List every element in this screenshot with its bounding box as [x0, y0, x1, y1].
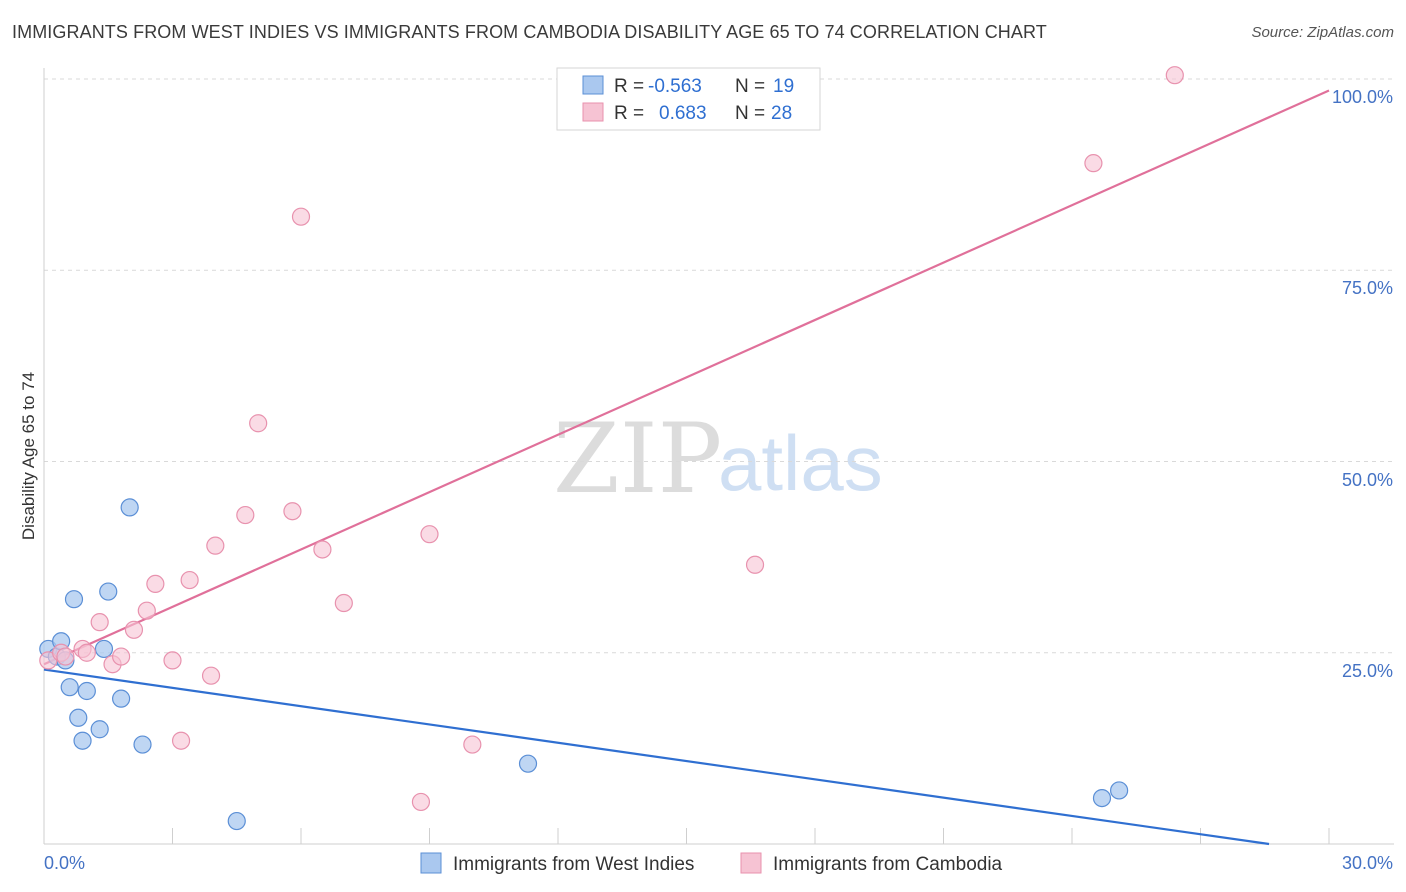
- point-west-indies-18: [1110, 781, 1129, 800]
- point-cambodia-14: [201, 666, 221, 685]
- point-cambodia-26: [1084, 154, 1103, 173]
- series-legend-swatch-cambodia: [740, 852, 762, 874]
- point-west-indies-8: [77, 681, 96, 701]
- series-legend-label-cambodia: Immigrants from Cambodia: [773, 854, 1003, 875]
- legend-swatch-west-indies: [582, 75, 604, 95]
- point-cambodia-9: [137, 601, 156, 620]
- point-west-indies-11: [99, 582, 118, 601]
- legend-r-label-cambodia: R =: [614, 103, 644, 124]
- x-tick-label-min: 0.0%: [44, 853, 85, 873]
- legend-n-label-cambodia: N =: [735, 103, 765, 124]
- point-cambodia-4: [77, 643, 96, 662]
- point-west-indies-15: [227, 811, 246, 831]
- legend-r-value-west-indies: -0.563: [648, 76, 702, 97]
- legend-n-value-west-indies: 19: [773, 76, 794, 97]
- point-cambodia-23: [420, 525, 439, 544]
- x-tick-layer: [43, 828, 1330, 844]
- point-cambodia-10: [146, 574, 165, 594]
- watermark: ZIP atlas: [553, 403, 883, 515]
- point-cambodia-16: [236, 505, 255, 525]
- point-cambodia-12: [171, 731, 191, 750]
- point-west-indies-4: [60, 678, 79, 697]
- point-west-indies-6: [69, 708, 88, 727]
- point-cambodia-25: [745, 555, 765, 574]
- point-cambodia-2: [56, 647, 75, 666]
- point-cambodia-17: [249, 414, 268, 433]
- point-west-indies-16: [518, 754, 538, 773]
- y-tick-label-100: 100.0%: [1332, 87, 1393, 107]
- chart-title: IMMIGRANTS FROM WEST INDIES VS IMMIGRANT…: [12, 22, 1047, 42]
- grid-layer: [44, 78, 1394, 654]
- point-cambodia-20: [313, 540, 332, 559]
- watermark-atlas: atlas: [718, 419, 883, 507]
- point-west-indies-9: [90, 720, 109, 739]
- legend-swatch-cambodia: [582, 102, 604, 122]
- point-cambodia-27: [1165, 66, 1184, 85]
- series-legend-label-west-indies: Immigrants from West Indies: [453, 854, 694, 875]
- point-cambodia-21: [334, 593, 353, 613]
- legend-r-label-west-indies: R =: [614, 76, 644, 97]
- legend-n-value-cambodia: 28: [771, 103, 792, 124]
- point-cambodia-15: [206, 536, 225, 555]
- point-cambodia-13: [180, 570, 199, 590]
- point-west-indies-7: [73, 731, 92, 750]
- trend-line-cambodia: [43, 89, 1330, 666]
- point-west-indies-10: [94, 639, 114, 659]
- point-cambodia-8: [124, 620, 144, 639]
- legend-r-value-cambodia: 0.683: [659, 103, 707, 124]
- x-tick-label-max: 30.0%: [1342, 853, 1393, 873]
- y-tick-labels: 25.0% 50.0% 75.0% 100.0%: [1332, 87, 1393, 681]
- y-tick-label-75: 75.0%: [1342, 278, 1393, 298]
- point-cambodia-22: [411, 792, 431, 812]
- point-west-indies-5: [64, 590, 84, 609]
- watermark-zip: ZIP: [553, 403, 722, 515]
- series-legend-swatch-west-indies: [420, 852, 442, 874]
- legend-n-label-west-indies: N =: [735, 76, 765, 97]
- point-cambodia-7: [111, 647, 131, 666]
- point-west-indies-14: [133, 735, 152, 754]
- point-cambodia-5: [90, 613, 109, 632]
- trend-line-west-indies: [43, 668, 1270, 846]
- point-west-indies-12: [111, 689, 131, 708]
- point-cambodia-24: [463, 735, 482, 754]
- y-tick-label-25: 25.0%: [1342, 661, 1393, 681]
- chart-source: Source: ZipAtlas.com: [1251, 24, 1394, 41]
- point-west-indies-13: [120, 498, 139, 517]
- correlation-legend: R = -0.563 N = 19 R = 0.683 N = 28: [556, 67, 821, 131]
- point-west-indies-17: [1092, 788, 1112, 808]
- y-tick-label-50: 50.0%: [1342, 470, 1393, 490]
- y-axis-label: Disability Age 65 to 74: [19, 372, 38, 540]
- point-cambodia-11: [163, 651, 182, 670]
- point-cambodia-19: [291, 207, 311, 226]
- trend-lines: [43, 89, 1330, 846]
- series-legend: Immigrants from West Indies Immigrants f…: [420, 852, 1003, 875]
- data-points: [39, 66, 1184, 831]
- point-cambodia-18: [283, 502, 302, 521]
